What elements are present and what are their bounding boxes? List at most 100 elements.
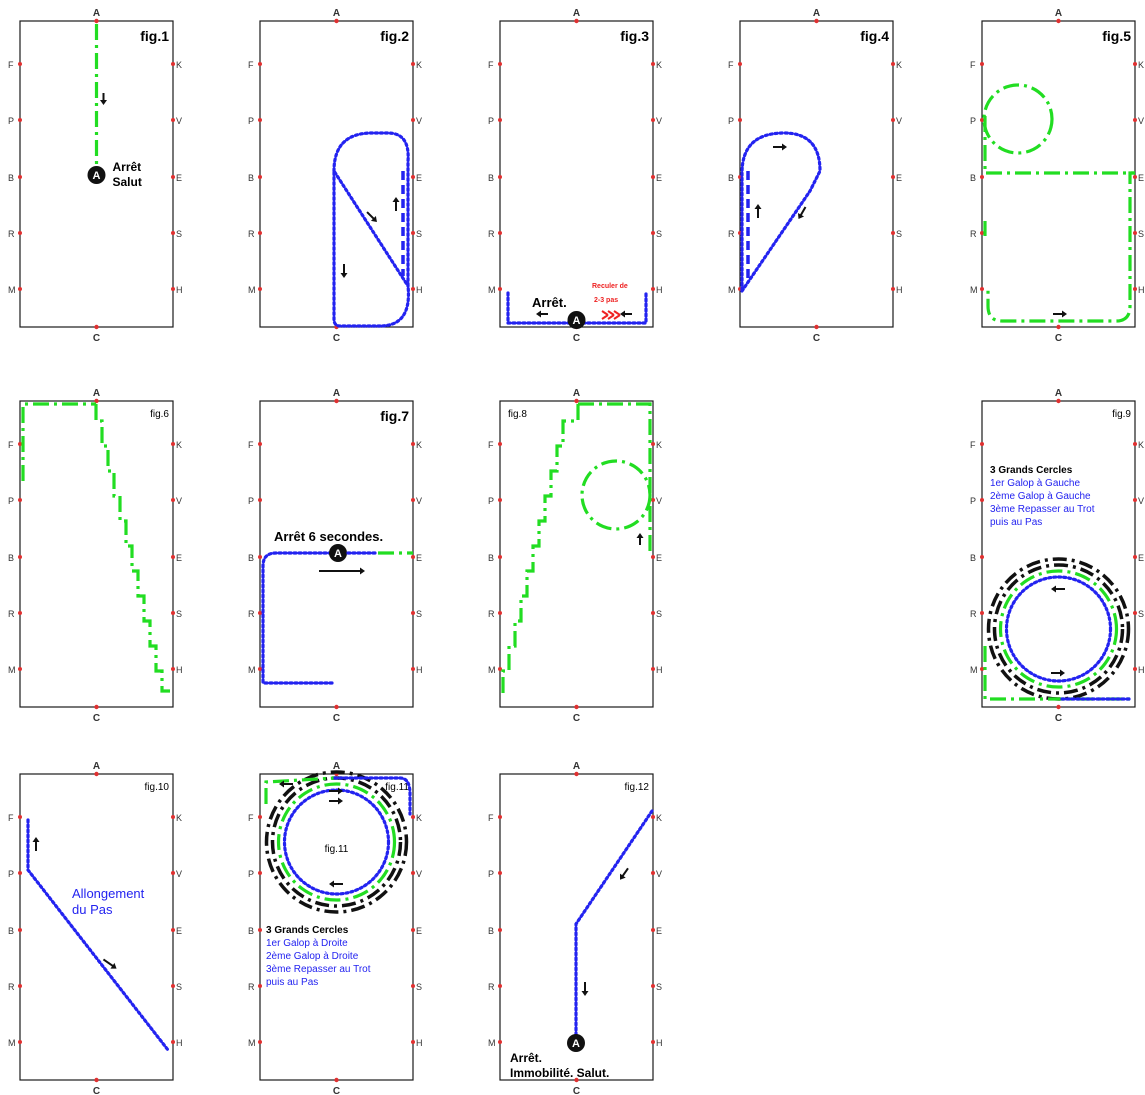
letter-right-mark [1133, 175, 1137, 179]
direction-arrow-icon [620, 310, 632, 318]
arrow-shaft [102, 958, 115, 968]
blue-track [332, 131, 411, 328]
letter-left-4: M [970, 285, 978, 295]
arrow-head [581, 991, 589, 996]
letter-left-0: F [8, 813, 14, 823]
letter-right-0: K [1138, 440, 1144, 450]
letter-right-mark [891, 175, 895, 179]
letter-right-3: S [1138, 229, 1144, 239]
letter-left-mark [498, 231, 502, 235]
letter-left-mark [258, 815, 262, 819]
letter-right-mark [411, 928, 415, 932]
letter-bottom: C [573, 333, 580, 344]
letter-top-mark [814, 18, 819, 24]
direction-arrow-icon [102, 958, 117, 969]
letter-left-mark [498, 62, 502, 66]
letter-right-mark [411, 667, 415, 671]
letter-left-3: R [248, 982, 255, 992]
letter-top: A [573, 388, 580, 399]
arrow-head [636, 533, 644, 538]
letter-left-4: M [248, 665, 256, 675]
letter-right-4: H [176, 665, 183, 675]
letter-left-mark [738, 62, 742, 66]
figure-title: fig.9 [1112, 409, 1131, 420]
note-salute: Salut [113, 175, 142, 189]
letter-left-mark [18, 287, 22, 291]
marker-letter: A [573, 315, 581, 327]
letter-left-mark [18, 231, 22, 235]
letter-top: A [813, 8, 820, 19]
letter-right-mark [651, 928, 655, 932]
note-rein-back: Reculer de [592, 283, 628, 290]
letter-right-mark [411, 498, 415, 502]
letter-top-mark [574, 398, 579, 404]
green-circle [998, 569, 1119, 689]
letter-left-0: F [728, 60, 734, 70]
note-halt: Arrêt. [532, 295, 567, 310]
marker-disc [87, 166, 106, 184]
blue-circle [1004, 575, 1113, 683]
letter-left-mark [498, 611, 502, 615]
letter-bottom-mark [94, 324, 99, 330]
halt-marker-icon: A [567, 311, 586, 329]
arena-outline [19, 400, 174, 708]
letter-bottom: C [333, 1086, 340, 1095]
direction-arrow-icon [32, 837, 40, 851]
letter-bottom: C [573, 713, 580, 724]
letter-right-2: E [656, 173, 662, 183]
figure-title: fig.4 [860, 28, 889, 44]
letter-right-0: K [896, 60, 902, 70]
note-immobility: Immobilité. Salut. [510, 1066, 609, 1080]
figure-title: fig.10 [145, 782, 170, 793]
letter-right-4: H [896, 285, 903, 295]
direction-arrow-icon [1051, 669, 1065, 677]
letter-right-mark [651, 815, 655, 819]
letter-right-mark [651, 175, 655, 179]
letter-right-1: V [656, 116, 662, 126]
letter-right-4: H [176, 285, 183, 295]
letter-left-2: B [248, 926, 254, 936]
letter-right-mark [651, 498, 655, 502]
letter-right-mark [411, 984, 415, 988]
letter-right-mark [891, 287, 895, 291]
letter-bottom: C [333, 333, 340, 344]
letter-right-mark [171, 62, 175, 66]
letter-left-mark [980, 231, 984, 235]
arrow-head [329, 880, 334, 888]
letter-right-0: K [656, 60, 662, 70]
letter-left-0: F [488, 440, 494, 450]
letter-right-mark [171, 984, 175, 988]
letter-right-4: H [656, 1038, 663, 1048]
letter-right-2: E [176, 926, 182, 936]
arrow-head [360, 567, 365, 575]
rein-back-chevrons-icon [601, 310, 621, 320]
letter-bottom-mark [1056, 324, 1061, 330]
letter-left-4: M [728, 285, 736, 295]
letter-left-0: F [488, 813, 494, 823]
green-circle [276, 782, 397, 902]
letter-bottom-mark [334, 704, 339, 710]
letter-left-mark [980, 62, 984, 66]
green-zigzag [94, 404, 170, 693]
note-circle-3: 3ème Repasser au Trot [266, 964, 371, 975]
letter-top-mark [574, 771, 579, 777]
letter-bottom: C [573, 1086, 580, 1095]
letter-right-1: V [416, 496, 422, 506]
blue-track [26, 818, 170, 1052]
letter-right-mark [411, 231, 415, 235]
letter-right-mark [411, 815, 415, 819]
letter-right-1: V [176, 116, 182, 126]
letter-left-mark [18, 175, 22, 179]
direction-arrow-icon [340, 264, 348, 278]
letter-right-mark [651, 611, 655, 615]
letter-left-3: R [488, 609, 495, 619]
letter-top-mark [574, 18, 579, 24]
arrow-head [370, 215, 377, 222]
letter-right-mark [1133, 442, 1137, 446]
letter-left-2: B [8, 926, 14, 936]
letter-top: A [573, 761, 580, 772]
letter-left-mark [498, 871, 502, 875]
note-circle-3-cont: puis au Pas [990, 517, 1042, 528]
letter-right-2: E [416, 553, 422, 563]
